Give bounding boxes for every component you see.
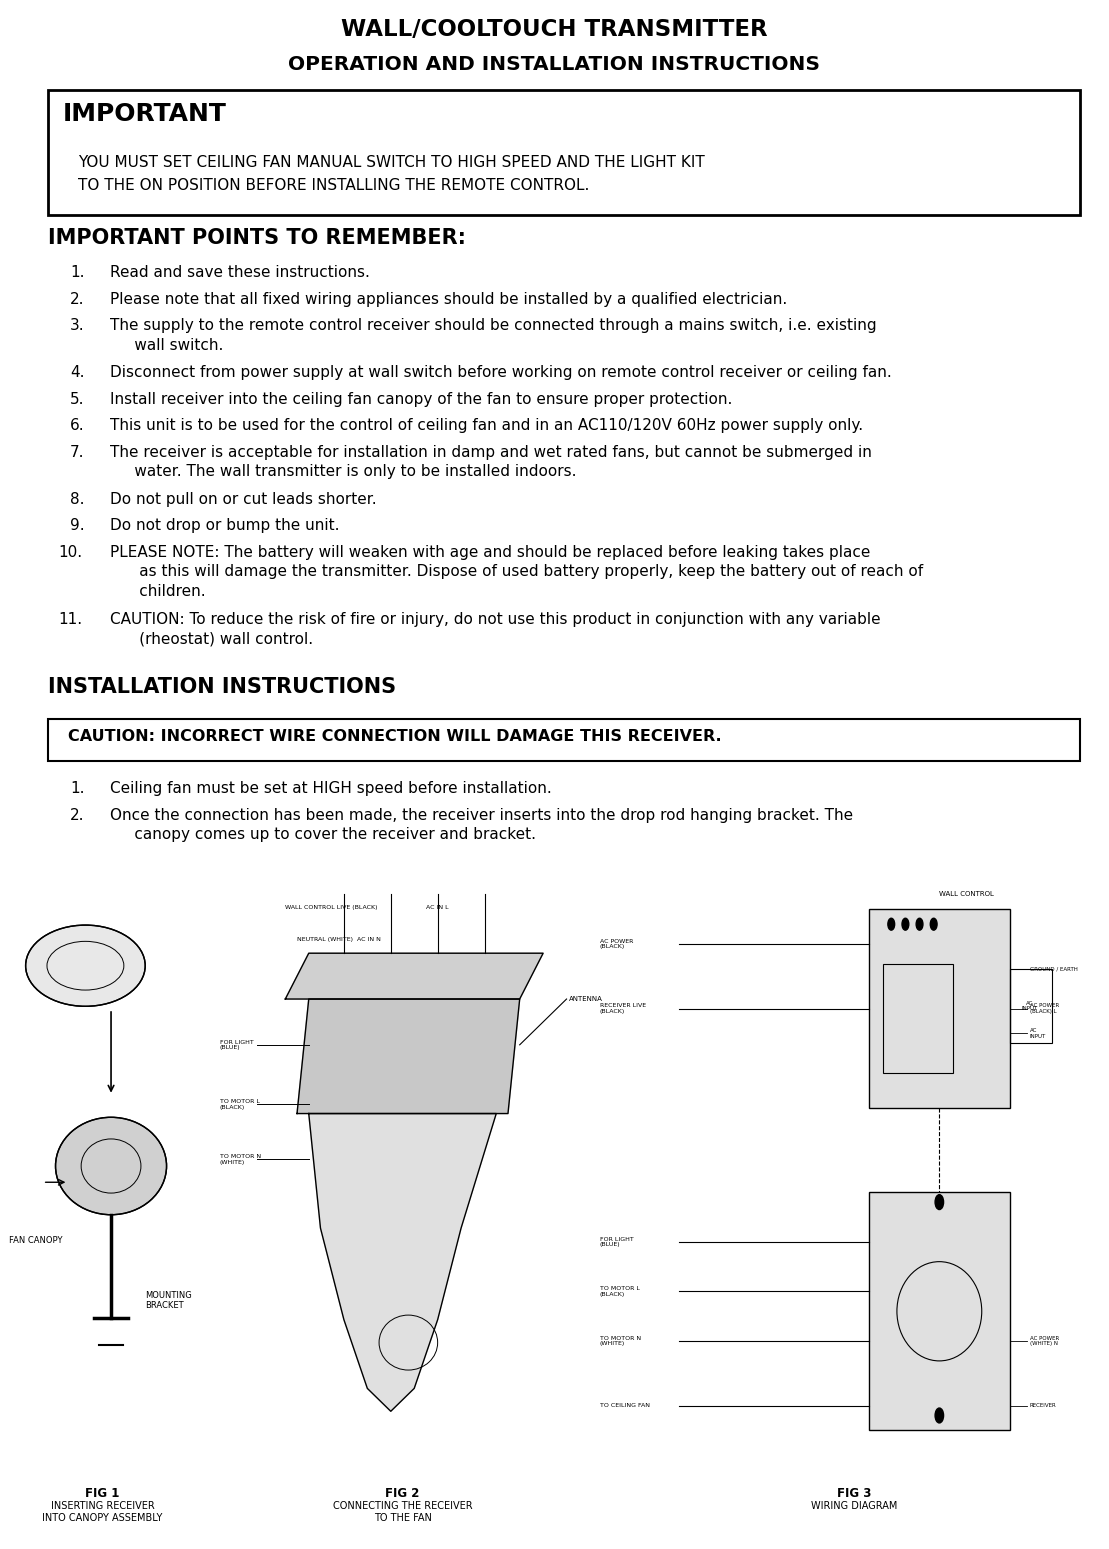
Circle shape [935,1194,944,1210]
Text: WIRING DIAGRAM: WIRING DIAGRAM [812,1501,897,1510]
Text: Disconnect from power supply at wall switch before working on remote control rec: Disconnect from power supply at wall swi… [110,366,892,380]
Text: GROUND / EARTH: GROUND / EARTH [1030,967,1078,971]
Text: IMPORTANT: IMPORTANT [63,102,227,125]
Text: INSTALLATION INSTRUCTIONS: INSTALLATION INSTRUCTIONS [48,677,396,697]
Text: FIG 2: FIG 2 [385,1487,419,1499]
Text: Ceiling fan must be set at HIGH speed before installation.: Ceiling fan must be set at HIGH speed be… [110,781,552,796]
Text: 3.: 3. [70,318,84,333]
Text: 7.: 7. [70,445,84,460]
Text: RECEIVER: RECEIVER [1030,1403,1057,1408]
Text: IMPORTANT POINTS TO REMEMBER:: IMPORTANT POINTS TO REMEMBER: [48,228,466,248]
Text: Install receiver into the ceiling fan canopy of the fan to ensure proper protect: Install receiver into the ceiling fan ca… [110,392,732,406]
Ellipse shape [55,1117,166,1214]
Text: ANTENNA: ANTENNA [569,996,603,1002]
Circle shape [916,919,923,929]
Text: The supply to the remote control receiver should be connected through a mains sw: The supply to the remote control receive… [110,318,876,353]
Text: PLEASE NOTE: The battery will weaken with age and should be replaced before leak: PLEASE NOTE: The battery will weaken wit… [110,545,923,599]
Text: 1.: 1. [70,781,84,796]
Text: AC POWER
(WHITE) N: AC POWER (WHITE) N [1030,1335,1059,1346]
Text: TO MOTOR N
(WHITE): TO MOTOR N (WHITE) [220,1154,261,1165]
Text: AC IN L: AC IN L [426,905,448,909]
Circle shape [902,919,908,929]
Text: 8.: 8. [70,491,84,507]
Bar [48,90,1080,215]
Text: TO THE ON POSITION BEFORE INSTALLING THE REMOTE CONTROL.: TO THE ON POSITION BEFORE INSTALLING THE… [78,178,589,194]
Text: FIG 3: FIG 3 [837,1487,872,1499]
Text: FOR LIGHT
(BLUE): FOR LIGHT (BLUE) [600,1236,633,1247]
Text: FAN CANOPY: FAN CANOPY [9,1236,62,1245]
Text: CONNECTING THE RECEIVER
TO THE FAN: CONNECTING THE RECEIVER TO THE FAN [333,1501,472,1523]
Text: 5.: 5. [70,392,84,406]
Text: 11.: 11. [58,612,82,627]
Text: 1.: 1. [70,265,84,280]
Text: AC POWER
(BLACK): AC POWER (BLACK) [600,939,633,950]
Text: WALL CONTROL LIVE (BLACK): WALL CONTROL LIVE (BLACK) [285,905,378,909]
Text: TO MOTOR N
(WHITE): TO MOTOR N (WHITE) [600,1335,641,1346]
Text: INSERTING RECEIVER
INTO CANOPY ASSEMBLY: INSERTING RECEIVER INTO CANOPY ASSEMBLY [42,1501,163,1523]
Text: 9.: 9. [70,517,84,533]
Text: 6.: 6. [70,418,84,434]
Text: RECEIVER LIVE
(BLACK): RECEIVER LIVE (BLACK) [600,1004,647,1013]
Bar [1010,968,1052,1044]
Text: FIG 1: FIG 1 [85,1487,120,1499]
Text: 2.: 2. [70,291,84,307]
Text: TO CEILING FAN: TO CEILING FAN [600,1403,650,1408]
Bar [48,719,1080,761]
Circle shape [935,1408,944,1424]
Text: TO MOTOR L
(BLACK): TO MOTOR L (BLACK) [600,1286,640,1297]
Text: Do not pull on or cut leads shorter.: Do not pull on or cut leads shorter. [110,491,377,507]
Circle shape [930,919,937,929]
Text: AC POWER
(BLACK) L: AC POWER (BLACK) L [1030,1004,1059,1013]
Text: Please note that all fixed wiring appliances should be installed by a qualified : Please note that all fixed wiring applia… [110,291,787,307]
Text: CAUTION: To reduce the risk of fire or injury, do not use this product in conjun: CAUTION: To reduce the risk of fire or i… [110,612,881,647]
Text: 2.: 2. [70,807,84,823]
Text: WALL/COOLTOUCH TRANSMITTER: WALL/COOLTOUCH TRANSMITTER [340,19,767,40]
Ellipse shape [26,925,145,1007]
Text: OPERATION AND INSTALLATION INSTRUCTIONS: OPERATION AND INSTALLATION INSTRUCTIONS [288,56,820,74]
Text: MOUNTING
BRACKET: MOUNTING BRACKET [145,1290,192,1310]
Text: AC
INPUT: AC INPUT [1030,1029,1046,1038]
Polygon shape [308,1114,496,1411]
Bar [883,963,954,1073]
Text: This unit is to be used for the control of ceiling fan and in an AC110/120V 60Hz: This unit is to be used for the control … [110,418,863,434]
Text: 10.: 10. [58,545,82,559]
Text: WALL CONTROL: WALL CONTROL [939,891,994,897]
Text: The receiver is acceptable for installation in damp and wet rated fans, but cann: The receiver is acceptable for installat… [110,445,872,479]
Text: CAUTION: INCORRECT WIRE CONNECTION WILL DAMAGE THIS RECEIVER.: CAUTION: INCORRECT WIRE CONNECTION WILL … [68,730,722,744]
Text: YOU MUST SET CEILING FAN MANUAL SWITCH TO HIGH SPEED AND THE LIGHT KIT: YOU MUST SET CEILING FAN MANUAL SWITCH T… [78,155,704,170]
Circle shape [888,919,895,929]
Text: Do not drop or bump the unit.: Do not drop or bump the unit. [110,517,339,533]
Text: NEUTRAL (WHITE)  AC IN N: NEUTRAL (WHITE) AC IN N [297,937,380,942]
Text: FOR LIGHT
(BLUE): FOR LIGHT (BLUE) [220,1039,254,1050]
Polygon shape [285,953,543,999]
Bar [868,909,1010,1108]
Text: Read and save these instructions.: Read and save these instructions. [110,265,370,280]
Bar [868,1193,1010,1430]
Text: Once the connection has been made, the receiver inserts into the drop rod hangin: Once the connection has been made, the r… [110,807,853,843]
Polygon shape [297,999,520,1114]
Text: 4.: 4. [70,366,84,380]
Text: AC
INPUT: AC INPUT [1021,1001,1038,1011]
Text: TO MOTOR L
(BLACK): TO MOTOR L (BLACK) [220,1100,260,1109]
